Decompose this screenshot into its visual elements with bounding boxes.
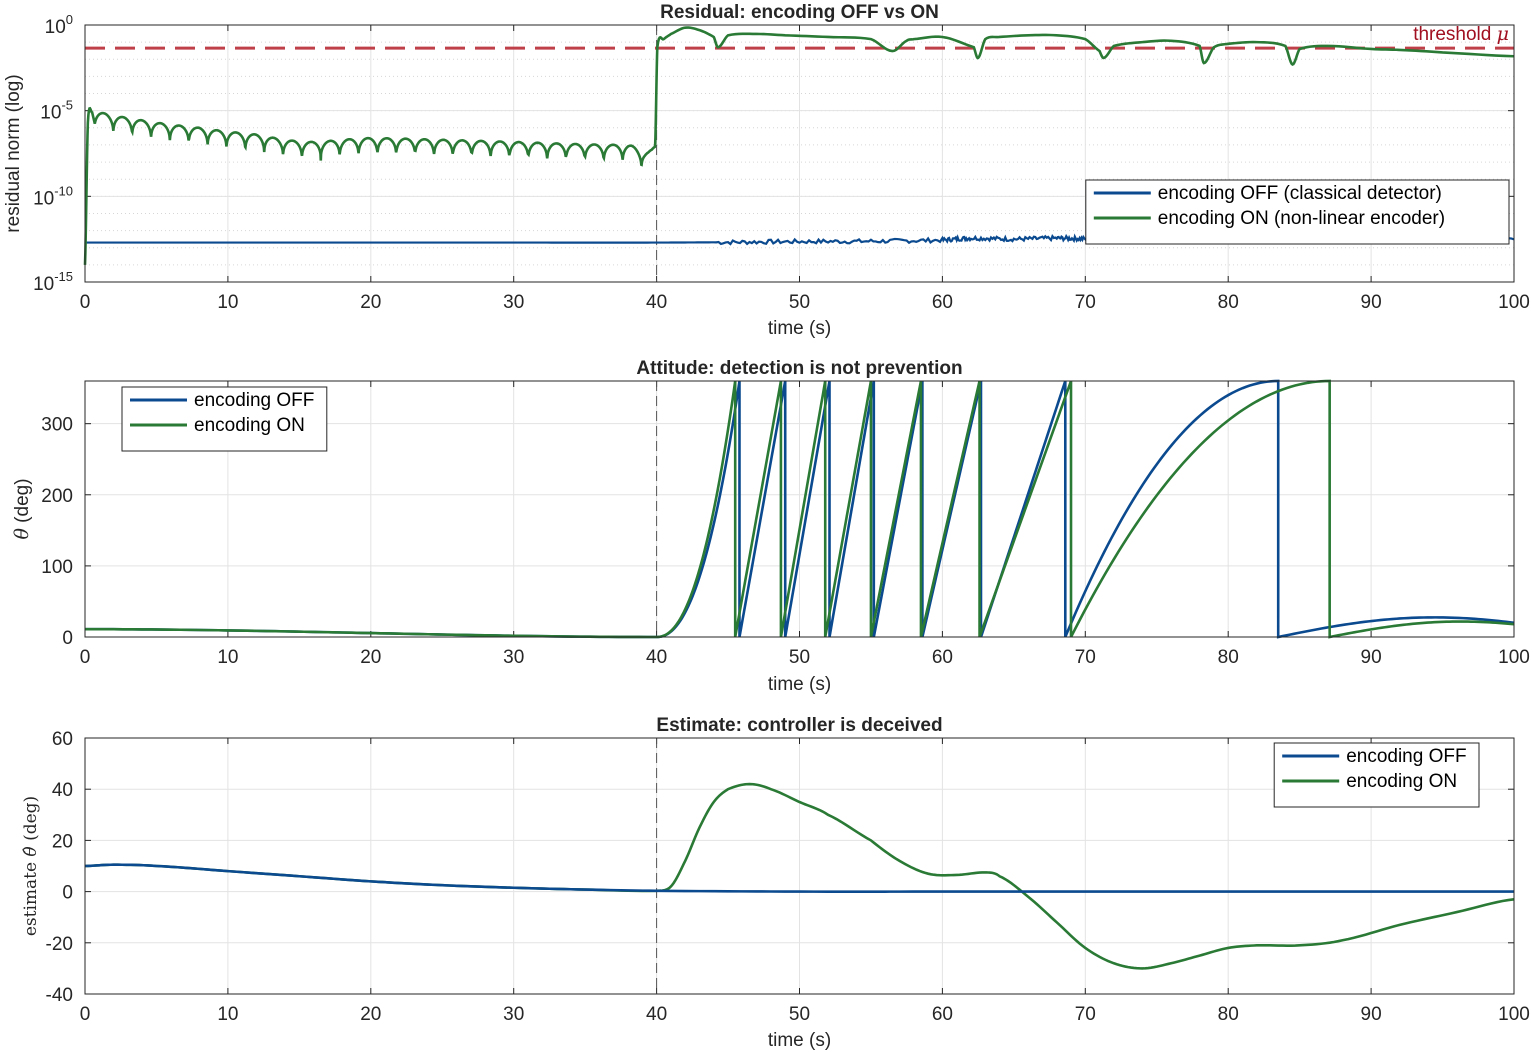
chart-title: Attitude: detection is not prevention — [636, 358, 962, 379]
x-tick-label: 10 — [217, 647, 238, 668]
threshold-symbol: μ — [1497, 23, 1509, 45]
x-tick-label: 30 — [503, 1004, 524, 1025]
y-axis-prefix: estimate — [21, 857, 41, 937]
estimate-panel: 0 10 20 30 40 50 60 70 80 90 100 -40 -20 0 20 40 60 Estim… — [21, 715, 1530, 1051]
legend-box — [1273, 742, 1480, 808]
legend-entry: encoding OFF (classical detector) — [1158, 183, 1442, 204]
x-tick-label: 90 — [1361, 647, 1382, 668]
y-tick-label: 10-5 — [40, 98, 73, 124]
x-tick-label: 60 — [932, 292, 953, 313]
y-axis-label: estimate θ̂ (deg) — [21, 796, 41, 936]
legend-box — [121, 386, 328, 452]
legend-entry: encoding ON — [1346, 771, 1457, 792]
x-tick-label: 40 — [646, 1004, 667, 1025]
y-tick-base: 10 — [45, 17, 66, 38]
legend-entry: encoding OFF — [194, 390, 314, 411]
x-tick-label: 70 — [1075, 647, 1096, 668]
legend-entry: encoding ON — [194, 415, 305, 436]
series-line-encoding-on — [83, 26, 1515, 265]
x-tick-label: 50 — [789, 292, 810, 313]
x-tick-label: 70 — [1075, 1004, 1096, 1025]
x-tick-label: 90 — [1361, 1004, 1382, 1025]
axes-box — [84, 737, 1515, 995]
threshold-label: threshold μ — [1413, 23, 1509, 45]
legend-box — [1085, 179, 1510, 245]
x-tick-label: 50 — [789, 647, 810, 668]
y-axis-unit: (deg) — [21, 796, 41, 847]
y-axis-symbol: θ — [11, 528, 33, 540]
attitude-panel: 0 10 20 30 40 50 60 70 80 90 100 0 100 200 300 Attitude… — [11, 358, 1530, 695]
y-tick-label: 10-15 — [33, 269, 73, 295]
y-tick-label: -20 — [46, 934, 73, 955]
x-tick-label: 20 — [360, 647, 381, 668]
y-axis-label: residual norm (log) — [3, 74, 24, 232]
x-axis-label: time (s) — [768, 674, 831, 695]
x-tick-label: 40 — [646, 647, 667, 668]
y-axis-unit: (deg) — [12, 478, 33, 528]
x-tick-label: 80 — [1218, 647, 1239, 668]
y-tick-label: 40 — [52, 780, 73, 801]
x-tick-label: 90 — [1361, 292, 1382, 313]
x-axis-label: time (s) — [768, 318, 831, 339]
x-axis-label: time (s) — [768, 1030, 831, 1051]
x-tick-label: 60 — [932, 647, 953, 668]
axes-box — [84, 380, 1515, 638]
x-tick-label: 40 — [646, 292, 667, 313]
y-tick-base: 10 — [33, 188, 54, 209]
y-tick-base: 10 — [40, 103, 61, 124]
y-tick-label: 0 — [62, 628, 73, 649]
legend: encoding OFF encoding ON — [1273, 742, 1480, 808]
y-tick-label: 200 — [41, 486, 73, 507]
legend: encoding OFF (classical detector) encodin… — [1085, 179, 1510, 245]
chart-title: Residual: encoding OFF vs ON — [660, 2, 939, 23]
x-tick-label: 100 — [1498, 1004, 1530, 1025]
x-tick-label: 50 — [789, 1004, 810, 1025]
chart-title: Estimate: controller is deceived — [656, 715, 942, 736]
y-tick-label: 20 — [52, 831, 73, 852]
y-tick-label: 100 — [45, 12, 73, 38]
y-tick-label: 10-10 — [33, 183, 73, 209]
x-tick-label: 0 — [80, 647, 91, 668]
series-line-encoding-off — [84, 863, 1514, 893]
x-tick-label: 20 — [360, 1004, 381, 1025]
y-tick-exponent: -10 — [54, 183, 73, 198]
legend-entry: encoding OFF — [1346, 746, 1466, 767]
x-tick-label: 0 — [80, 1004, 91, 1025]
threshold-text: threshold — [1413, 24, 1496, 45]
x-tick-label: 0 — [80, 292, 91, 313]
y-tick-label: 100 — [41, 557, 73, 578]
x-tick-label: 20 — [360, 292, 381, 313]
x-tick-label: 70 — [1075, 292, 1096, 313]
y-tick-label: 0 — [62, 883, 73, 904]
legend-entry: encoding ON (non-linear encoder) — [1158, 208, 1445, 229]
x-tick-label: 60 — [932, 1004, 953, 1025]
y-axis-symbol: θ̂ — [21, 846, 41, 856]
y-tick-exponent: -15 — [54, 269, 73, 284]
y-tick-label: 300 — [41, 415, 73, 436]
x-tick-label: 80 — [1218, 1004, 1239, 1025]
x-tick-label: 80 — [1218, 292, 1239, 313]
x-tick-label: 100 — [1498, 292, 1530, 313]
x-tick-label: 10 — [217, 292, 238, 313]
axes-box — [84, 24, 1515, 283]
y-tick-exponent: 0 — [66, 12, 73, 27]
x-tick-label: 30 — [503, 292, 524, 313]
x-tick-label: 10 — [217, 1004, 238, 1025]
y-tick-exponent: -5 — [61, 98, 73, 113]
y-tick-label: 60 — [52, 729, 73, 750]
y-tick-label: -40 — [46, 985, 73, 1006]
x-tick-label: 30 — [503, 647, 524, 668]
residual-panel: 0 10 20 30 40 50 60 70 80 90 10010010-510-1010-15t… — [3, 2, 1530, 339]
y-tick-base: 10 — [33, 274, 54, 295]
y-axis-label: θ (deg) — [11, 478, 33, 539]
legend: encoding OFF encoding ON — [121, 386, 328, 452]
x-tick-label: 100 — [1498, 647, 1530, 668]
